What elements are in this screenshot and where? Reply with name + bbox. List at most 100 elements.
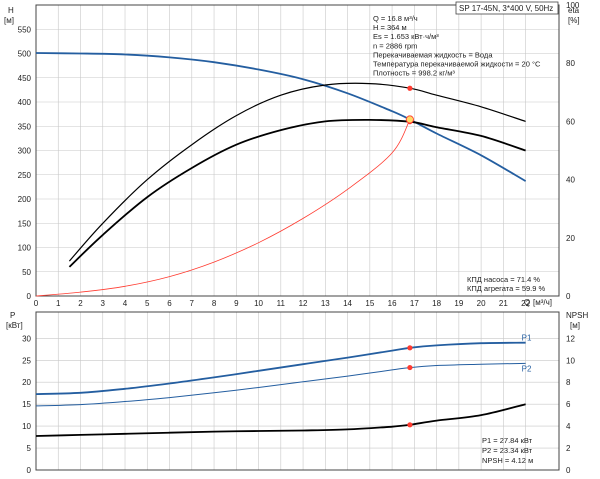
bottom-plot-frame xyxy=(35,311,560,471)
efficiency-line: КПД агрегата = 59.9 % xyxy=(467,284,545,293)
series-line-P2 xyxy=(35,362,526,407)
duty-info-line: Температура перекачиваемой жидкости = 20… xyxy=(373,60,541,69)
duty-info-line: Перекачиваемая жидкость = Вода xyxy=(373,50,493,59)
top-tick-labels: 0 1 2 3 4 5 6 7 8 9 10 11 12 13 14 15 16 17 18 19 20 21 220501… xyxy=(18,1,580,308)
x-tick-label: 17 xyxy=(410,299,419,308)
series-label-P2: P2 xyxy=(522,364,532,373)
duty-info-line: n = 2886 rpm xyxy=(373,41,417,50)
h-axis-unit: [м] xyxy=(4,16,14,25)
h-tick-label: 300 xyxy=(18,147,32,156)
duty-info-line: Плотность = 998.2 кг/м³ xyxy=(373,69,455,78)
x-tick-label: 18 xyxy=(432,299,441,308)
x-axis-letter: Q xyxy=(524,298,530,307)
eta-tick-label: 60 xyxy=(566,117,575,126)
top-plot-frame xyxy=(35,4,560,297)
duty-info-block: Q = 16.8 м³/чH = 364 мEs = 1.653 кВт·ч/м… xyxy=(373,14,541,78)
series-line-КПД насоса xyxy=(68,82,526,262)
npsh-tick-label: 10 xyxy=(566,356,575,365)
x-tick-label: 9 xyxy=(234,299,239,308)
p-tick-label: 30 xyxy=(22,334,31,343)
series-line-NPSH xyxy=(35,403,526,437)
x-tick-label: 14 xyxy=(343,299,352,308)
x-tick-label: 19 xyxy=(454,299,463,308)
efficiency-info-block: КПД насоса = 71.4 %КПД агрегата = 59.9 % xyxy=(467,275,545,293)
value-line: P1 = 27.84 кВт xyxy=(482,436,533,445)
p-tick-label: 20 xyxy=(22,378,31,387)
bottom-series: P1 P2 xyxy=(35,334,532,437)
duty-point-marker xyxy=(405,115,414,124)
x-tick-label: 16 xyxy=(388,299,397,308)
power-duty-point xyxy=(407,422,413,428)
npsh-tick-label: 8 xyxy=(566,378,571,387)
x-tick-label: 12 xyxy=(299,299,308,308)
h-tick-label: 150 xyxy=(18,219,32,228)
h-tick-label: 350 xyxy=(18,122,32,131)
value-line: NPSH = 4.12 м xyxy=(482,456,533,465)
power-duty-point xyxy=(407,345,413,351)
bottom-grid xyxy=(35,312,559,471)
x-tick-label: 21 xyxy=(499,299,508,308)
duty-info-line: Es = 1.653 кВт·ч/м³ xyxy=(373,32,439,41)
h-tick-label: 400 xyxy=(18,98,32,107)
power-duty-point xyxy=(407,364,413,371)
x-tick-label: 1 xyxy=(56,299,61,308)
x-tick-label: 0 xyxy=(34,299,39,308)
x-tick-label: 22 xyxy=(521,299,530,308)
p-axis-unit: [кВт] xyxy=(6,321,23,330)
title-box xyxy=(455,1,559,15)
p-tick-label: 5 xyxy=(27,444,32,453)
bottom-tick-labels: 0 5 10 15 20 25 30 0 2 4 6 8 10 12 xyxy=(22,334,575,475)
duty-info-line: H = 364 м xyxy=(373,23,407,32)
top-series xyxy=(35,52,527,297)
x-tick-label: 4 xyxy=(123,299,128,308)
efficiency-line: КПД насоса = 71.4 % xyxy=(467,275,540,284)
npsh-tick-label: 2 xyxy=(566,444,571,453)
x-tick-label: 3 xyxy=(101,299,106,308)
x-axis-unit: [м³/ч] xyxy=(533,298,552,307)
x-tick-label: 8 xyxy=(212,299,217,308)
p-tick-label: 10 xyxy=(22,422,31,431)
h-tick-label: 450 xyxy=(18,74,32,83)
h-tick-label: 50 xyxy=(22,268,31,277)
h-axis-letter: H xyxy=(8,6,14,15)
x-tick-label: 5 xyxy=(145,299,150,308)
x-tick-label: 13 xyxy=(321,299,330,308)
series-line-КПД агрегата xyxy=(68,118,526,268)
x-tick-label: 2 xyxy=(78,299,83,308)
x-tick-label: 7 xyxy=(190,299,195,308)
eta-tick-label: 0 xyxy=(566,292,571,301)
efficiency-duty-point xyxy=(407,85,413,91)
p-tick-label: 0 xyxy=(27,466,32,474)
eta-tick-label: 80 xyxy=(566,59,575,68)
npsh-axis-letter: NPSH xyxy=(566,311,588,320)
top-grid xyxy=(35,5,559,297)
series-label-P1: P1 xyxy=(522,334,532,343)
p-tick-label: 25 xyxy=(22,356,31,365)
npsh-tick-label: 12 xyxy=(566,334,575,343)
h-tick-label: 500 xyxy=(18,50,32,59)
npsh-tick-label: 6 xyxy=(566,400,571,409)
series-line-system-curve xyxy=(35,119,411,297)
h-tick-label: 200 xyxy=(18,195,32,204)
h-tick-label: 0 xyxy=(27,292,32,301)
series-line-P1 xyxy=(35,341,526,395)
x-tick-label: 11 xyxy=(277,299,286,308)
x-tick-label: 15 xyxy=(365,299,374,308)
eta-axis-unit: [%] xyxy=(568,16,580,25)
x-tick-label: 10 xyxy=(254,299,263,308)
h-tick-label: 250 xyxy=(18,171,32,180)
eta-tick-label: 20 xyxy=(566,234,575,243)
p-tick-label: 15 xyxy=(22,400,31,409)
eta-tick-label: 100 xyxy=(566,1,580,10)
eta-tick-label: 40 xyxy=(566,176,575,185)
duty-info-line: Q = 16.8 м³/ч xyxy=(373,14,418,23)
npsh-tick-label: 4 xyxy=(566,422,571,431)
x-tick-label: 20 xyxy=(477,299,486,308)
eta-axis-letter: eta xyxy=(568,6,580,15)
p-axis-letter: P xyxy=(10,311,15,320)
h-tick-label: 100 xyxy=(18,244,32,253)
npsh-axis-unit: [м] xyxy=(570,321,580,330)
